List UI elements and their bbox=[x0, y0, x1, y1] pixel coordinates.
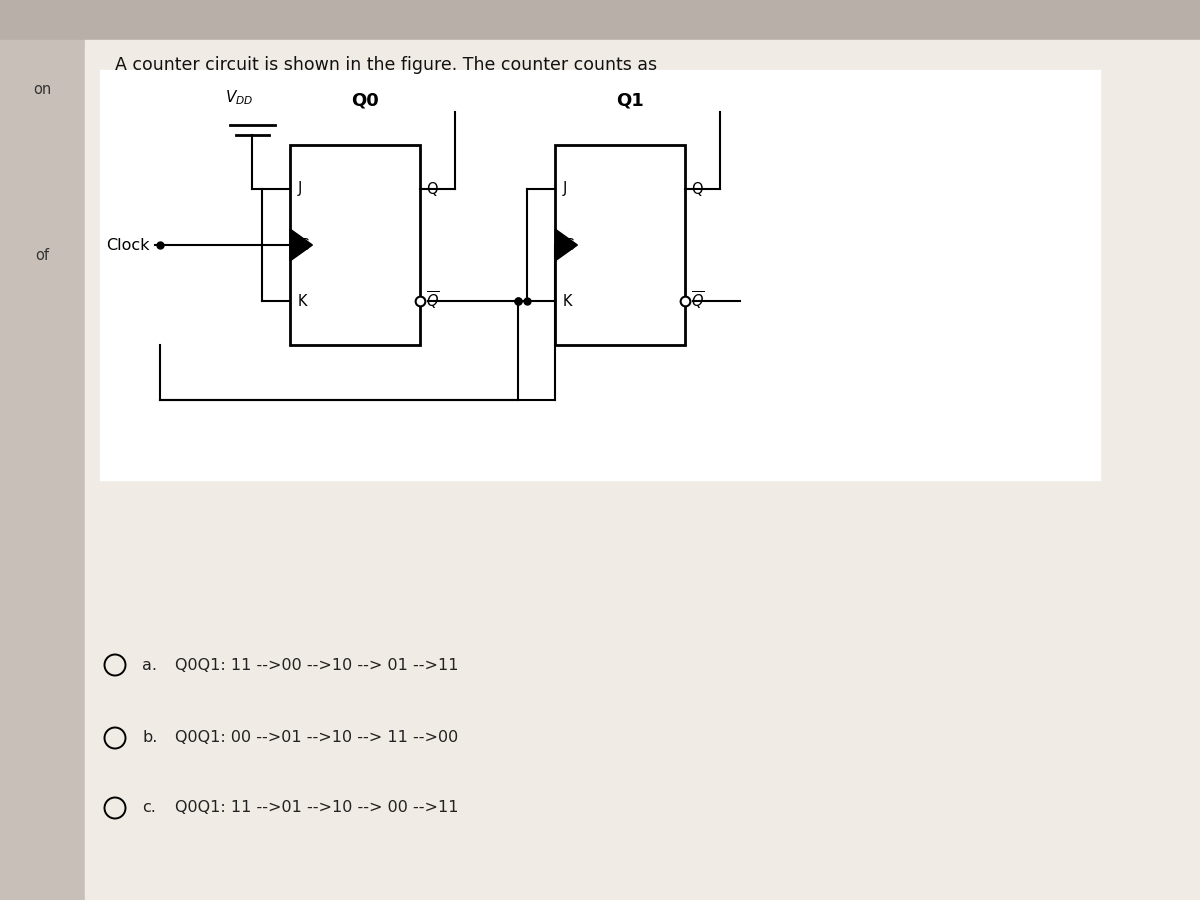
Text: c.: c. bbox=[142, 800, 156, 815]
Text: Clock: Clock bbox=[107, 238, 150, 253]
Text: $\overline{Q}$: $\overline{Q}$ bbox=[426, 290, 439, 312]
Text: a.: a. bbox=[142, 658, 157, 672]
Text: A counter circuit is shown in the figure. The counter counts as: A counter circuit is shown in the figure… bbox=[115, 56, 658, 74]
Text: Q0: Q0 bbox=[352, 91, 379, 109]
Bar bbox=[0, 0, 1200, 40]
Text: Q1: Q1 bbox=[616, 91, 644, 109]
Text: on: on bbox=[34, 83, 52, 97]
Text: Q: Q bbox=[426, 182, 438, 196]
Bar bbox=[554, 145, 685, 345]
Text: Q: Q bbox=[691, 182, 703, 196]
Text: K: K bbox=[563, 293, 572, 309]
Text: of: of bbox=[36, 248, 49, 263]
Text: J: J bbox=[298, 182, 302, 196]
Text: C: C bbox=[298, 238, 308, 253]
Text: C: C bbox=[563, 238, 574, 253]
Text: Q0Q1: 11 -->00 -->10 --> 01 -->11: Q0Q1: 11 -->00 -->10 --> 01 -->11 bbox=[175, 658, 458, 672]
Text: Q0Q1: 00 -->01 -->10 --> 11 -->00: Q0Q1: 00 -->01 -->10 --> 11 -->00 bbox=[175, 731, 458, 745]
Bar bbox=[0, 40, 85, 900]
Bar bbox=[290, 145, 420, 345]
Bar bbox=[100, 70, 1100, 480]
Text: K: K bbox=[298, 293, 307, 309]
Text: $\overline{Q}$: $\overline{Q}$ bbox=[691, 290, 704, 312]
Text: $V_{DD}$: $V_{DD}$ bbox=[226, 88, 253, 107]
Text: Q0Q1: 11 -->01 -->10 --> 00 -->11: Q0Q1: 11 -->01 -->10 --> 00 -->11 bbox=[175, 800, 458, 815]
Polygon shape bbox=[290, 229, 312, 261]
Polygon shape bbox=[554, 229, 577, 261]
Text: b.: b. bbox=[142, 731, 157, 745]
Text: J: J bbox=[563, 182, 568, 196]
